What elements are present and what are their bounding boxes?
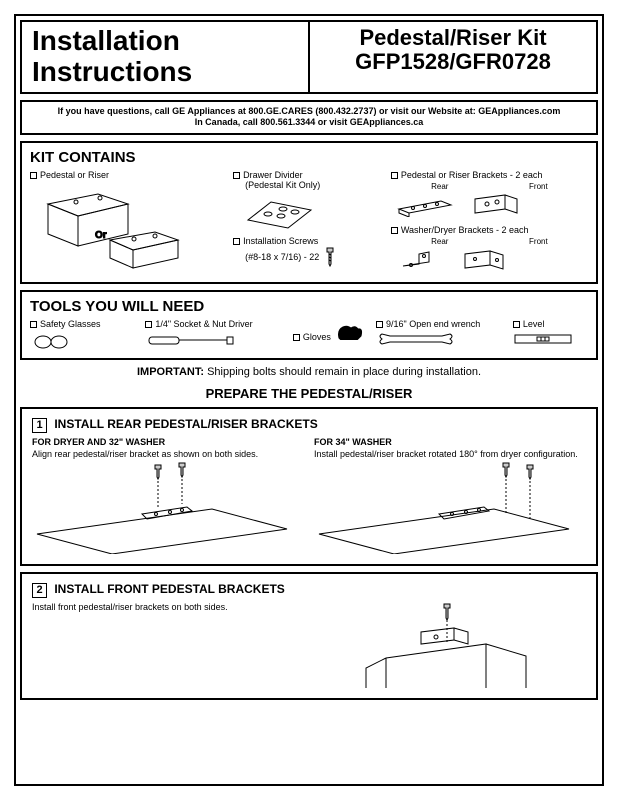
kit-col-3: Pedestal or Riser Brackets - 2 each Rear… bbox=[391, 170, 588, 276]
tools-title: TOOLS YOU WILL NEED bbox=[30, 298, 588, 315]
important-text: Shipping bolts should remain in place du… bbox=[207, 366, 481, 378]
step-2-title: INSTALL FRONT PEDESTAL BRACKETS bbox=[54, 582, 284, 596]
kit-row: Pedestal or Riser Or bbox=[30, 170, 588, 276]
tools-section: TOOLS YOU WILL NEED Safety Glasses 1/4" … bbox=[20, 290, 598, 360]
header-left-line1: Installation bbox=[32, 26, 298, 57]
level-icon bbox=[513, 332, 573, 350]
step-1-num: 1 bbox=[32, 418, 47, 433]
step-2-body: Install front pedestal/riser brackets on… bbox=[32, 602, 586, 690]
tool-1: Safety Glasses bbox=[30, 319, 137, 352]
glasses-icon bbox=[30, 332, 70, 350]
header-right-line2: GFP1528/GFR0728 bbox=[320, 50, 586, 74]
wd-bracket-front bbox=[455, 246, 515, 276]
wrench-icon bbox=[376, 332, 456, 350]
step-2-num: 2 bbox=[32, 583, 47, 598]
step-1-head: 1 INSTALL REAR PEDESTAL/RISER BRACKETS bbox=[32, 417, 586, 433]
front-label-2: Front bbox=[529, 237, 548, 246]
header-row: Installation Instructions Pedestal/Riser… bbox=[20, 20, 598, 94]
rear-label-1: Rear bbox=[431, 182, 448, 191]
driver-icon bbox=[145, 332, 235, 350]
tool-3: Gloves bbox=[293, 319, 368, 342]
page-border: Installation Instructions Pedestal/Riser… bbox=[14, 14, 604, 786]
step2-text: Install front pedestal/riser brackets on… bbox=[32, 602, 316, 690]
step-1-col1: FOR DRYER AND 32" WASHER Align rear pede… bbox=[32, 437, 304, 556]
kit-col-1: Pedestal or Riser Or bbox=[30, 170, 227, 276]
step-1-title: INSTALL REAR PEDESTAL/RISER BRACKETS bbox=[54, 417, 317, 431]
step1-col2-text: Install pedestal/riser bracket rotated 1… bbox=[314, 449, 586, 459]
screw-icon bbox=[323, 246, 337, 268]
header-right: Pedestal/Riser Kit GFP1528/GFR0728 bbox=[310, 22, 596, 92]
step-1-cols: FOR DRYER AND 32" WASHER Align rear pede… bbox=[32, 437, 586, 556]
front-label-1: Front bbox=[529, 182, 548, 191]
header-left: Installation Instructions bbox=[22, 22, 310, 92]
contact-bar: If you have questions, call GE Appliance… bbox=[20, 100, 598, 135]
rear-label-2: Rear bbox=[431, 237, 448, 246]
kit-item3b: (#8-18 x 7/16) - 22 bbox=[245, 252, 319, 262]
pr-bracket-rear bbox=[391, 191, 461, 217]
step-2-head: 2 INSTALL FRONT PEDESTAL BRACKETS bbox=[32, 582, 586, 598]
step1-diagram-1 bbox=[32, 459, 292, 554]
kit-item4: Pedestal or Riser Brackets - 2 each bbox=[401, 170, 543, 180]
kit-col-2: Drawer Divider (Pedestal Kit Only) Insta… bbox=[233, 170, 385, 276]
important-note: IMPORTANT: Shipping bolts should remain … bbox=[20, 366, 598, 378]
step-1-col2: FOR 34" WASHER Install pedestal/riser br… bbox=[314, 437, 586, 556]
step1-col1-text: Align rear pedestal/riser bracket as sho… bbox=[32, 449, 304, 459]
tools-row: Safety Glasses 1/4" Socket & Nut Driver … bbox=[30, 319, 588, 352]
important-label: IMPORTANT: bbox=[137, 366, 204, 378]
kit-title: KIT CONTAINS bbox=[30, 149, 588, 166]
prepare-heading: PREPARE THE PEDESTAL/RISER bbox=[20, 386, 598, 401]
divider-illustration bbox=[233, 190, 323, 232]
kit-item2a: Drawer Divider bbox=[243, 170, 303, 180]
kit-item2b: (Pedestal Kit Only) bbox=[245, 180, 385, 190]
or-label: Or bbox=[95, 230, 107, 241]
step2-diagram bbox=[326, 602, 586, 690]
pr-bracket-front bbox=[465, 191, 525, 221]
tool-2: 1/4" Socket & Nut Driver bbox=[145, 319, 285, 352]
kit-item3a: Installation Screws bbox=[243, 236, 318, 246]
gloves-icon bbox=[333, 322, 367, 340]
step1-col2-head: FOR 34" WASHER bbox=[314, 437, 586, 447]
tool-5: Level bbox=[513, 319, 588, 352]
header-right-line1: Pedestal/Riser Kit bbox=[320, 26, 586, 50]
wd-bracket-rear bbox=[391, 246, 451, 274]
kit-section: KIT CONTAINS Pedestal or Riser Or bbox=[20, 141, 598, 284]
contact-line1: If you have questions, call GE Appliance… bbox=[24, 106, 594, 118]
kit-item5: Washer/Dryer Brackets - 2 each bbox=[401, 225, 529, 235]
step-1: 1 INSTALL REAR PEDESTAL/RISER BRACKETS F… bbox=[20, 407, 598, 566]
pedestal-illustration: Or bbox=[30, 180, 180, 270]
step1-col1-head: FOR DRYER AND 32" WASHER bbox=[32, 437, 304, 447]
step-2: 2 INSTALL FRONT PEDESTAL BRACKETS Instal… bbox=[20, 572, 598, 700]
tool-4: 9/16" Open end wrench bbox=[376, 319, 505, 352]
kit-item1: Pedestal or Riser bbox=[40, 170, 109, 180]
step1-diagram-2 bbox=[314, 459, 574, 554]
header-left-line2: Instructions bbox=[32, 57, 298, 88]
contact-line2: In Canada, call 800.561.3344 or visit GE… bbox=[24, 117, 594, 129]
